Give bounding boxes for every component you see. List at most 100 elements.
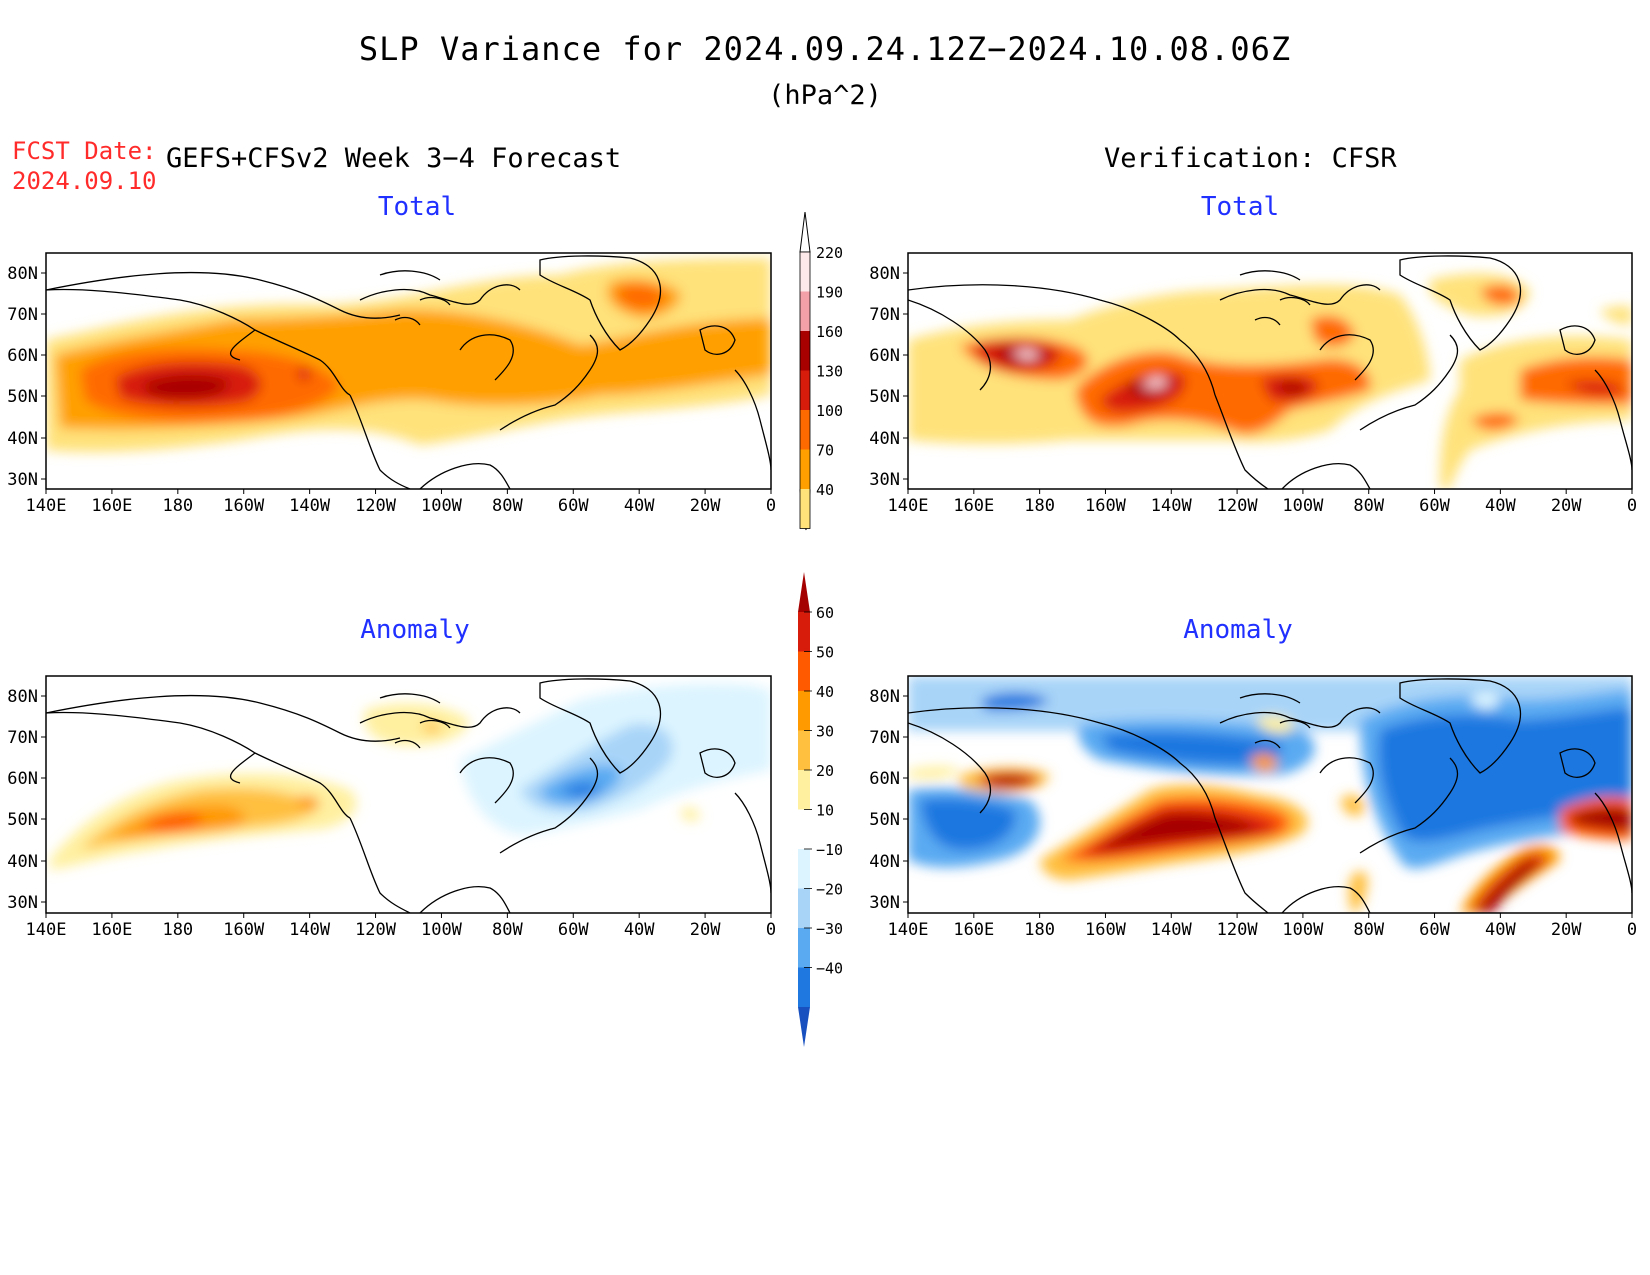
- colorbar-swatch: [800, 370, 810, 410]
- colorbar-label: 60: [816, 604, 834, 622]
- lat-label: 30N: [7, 470, 38, 490]
- coastlines: [46, 255, 771, 489]
- colorbar-swatch: [800, 489, 810, 529]
- colorbar-label: 40: [816, 481, 834, 499]
- lon-label: 160W: [1085, 920, 1127, 940]
- colorbar-label: 100: [816, 402, 843, 420]
- verification-heading: Verification: CFSR: [1104, 143, 1397, 174]
- colorbar-swatch: [798, 770, 810, 810]
- lat-label: 60N: [869, 346, 900, 366]
- lat-label: 80N: [7, 264, 38, 284]
- lat-label: 80N: [7, 687, 38, 707]
- lon-label: 60W: [558, 496, 589, 516]
- lon-label: 0: [1627, 920, 1637, 940]
- lon-label: 80W: [1353, 920, 1384, 940]
- panel-title-fcst-anomaly: Anomaly: [360, 615, 470, 645]
- lon-label: 0: [766, 920, 776, 940]
- lat-label: 60N: [7, 346, 38, 366]
- lon-label: 140E: [26, 920, 67, 940]
- colorbar-label: −20: [816, 881, 843, 899]
- lon-label: 140W: [1151, 496, 1193, 516]
- colorbar-arrow-top: [798, 572, 810, 612]
- colorbar-label: 20: [816, 762, 834, 780]
- colorbar-label: 220: [816, 244, 843, 262]
- lat-label: 50N: [869, 387, 900, 407]
- map-verification-anomaly: [907, 675, 1633, 914]
- coastlines: [46, 678, 771, 913]
- colorbar-swatch: [798, 928, 810, 968]
- total-colorbar: 220 190 160 130 100 70 40: [799, 211, 843, 531]
- lat-label: 70N: [869, 305, 900, 325]
- lat-label: 40N: [7, 429, 38, 449]
- colorbar-swatch: [798, 967, 810, 1007]
- panel-title-fcst-total: Total: [377, 192, 457, 222]
- lon-label: 80W: [1353, 496, 1384, 516]
- lon-label: 160W: [1085, 496, 1127, 516]
- colorbar-label: 30: [816, 723, 834, 741]
- anomaly-shading: [908, 676, 1632, 913]
- lon-label: 140E: [888, 496, 929, 516]
- colorbar-label: −30: [816, 920, 843, 938]
- colorbar-label: 40: [816, 683, 834, 701]
- map-verification-total: [907, 252, 1633, 490]
- coastlines: [908, 255, 1632, 489]
- colorbar-swatch: [800, 252, 810, 292]
- colorbar-swatch: [798, 809, 810, 849]
- fcst-date-block: FCST Date: 2024.09.10: [12, 136, 157, 196]
- map-forecast-anomaly: [45, 675, 772, 914]
- colorbar-swatch: [800, 410, 810, 450]
- panel-title-verif-total: Total: [1200, 192, 1280, 222]
- lat-label: 70N: [869, 728, 900, 748]
- lon-label: 140W: [1151, 920, 1193, 940]
- lat-label: 50N: [7, 387, 38, 407]
- lon-label: 120W: [1217, 920, 1259, 940]
- lat-label: 60N: [7, 769, 38, 789]
- lon-label: 160W: [223, 496, 265, 516]
- fcst-date-label: FCST Date:: [12, 137, 157, 165]
- colorbar-swatch: [800, 449, 810, 489]
- lat-label: 80N: [869, 687, 900, 707]
- colorbar-frame: [799, 251, 811, 529]
- lon-label: 120W: [355, 496, 397, 516]
- lat-label: 30N: [869, 893, 900, 913]
- colorbar-swatch: [798, 612, 810, 652]
- colorbar-label: 160: [816, 323, 843, 341]
- lon-label: 0: [1627, 496, 1637, 516]
- lon-label: 140W: [289, 920, 331, 940]
- lon-label: 100W: [421, 920, 463, 940]
- colorbar-label: 10: [816, 802, 834, 820]
- lon-label: 180: [1024, 496, 1055, 516]
- colorbar-label: −10: [816, 841, 843, 859]
- lon-label: 60W: [1419, 496, 1450, 516]
- lat-label: 80N: [869, 264, 900, 284]
- lat-label: 70N: [7, 728, 38, 748]
- lon-label: 100W: [1282, 920, 1324, 940]
- coastlines: [908, 678, 1632, 913]
- lat-label: 30N: [869, 470, 900, 490]
- lon-label: 120W: [355, 920, 397, 940]
- colorbar-swatch: [798, 651, 810, 691]
- lon-label: 20W: [690, 920, 721, 940]
- variance-shading: [46, 258, 771, 452]
- colorbar-swatch: [798, 730, 810, 770]
- colorbar-label: 190: [816, 284, 843, 302]
- lon-label: 60W: [558, 920, 589, 940]
- forecast-heading: GEFS+CFSv2 Week 3−4 Forecast: [166, 143, 622, 174]
- lon-label: 80W: [492, 496, 523, 516]
- lon-label: 160E: [953, 496, 994, 516]
- panel-title-verif-anomaly: Anomaly: [1183, 615, 1293, 645]
- map-axes: 140E 160E 180 160W 140W 120W 100W 80W 60W 40W 20W 0…: [7, 264, 1637, 940]
- lon-label: 120W: [1217, 496, 1259, 516]
- colorbar-label: −40: [816, 960, 843, 978]
- lat-label: 40N: [869, 429, 900, 449]
- lon-label: 160E: [953, 920, 994, 940]
- lon-label: 140W: [289, 496, 331, 516]
- lon-label: 160E: [91, 920, 132, 940]
- lon-label: 40W: [1485, 496, 1516, 516]
- lon-label: 20W: [1551, 920, 1582, 940]
- anomaly-colorbar: 60 50 40 30 20 10 −10 −20 −30 −40: [798, 572, 843, 1047]
- colorbar-swatch: [800, 291, 810, 331]
- colorbar-arrow-bottom: [798, 1007, 810, 1047]
- lat-label: 30N: [7, 893, 38, 913]
